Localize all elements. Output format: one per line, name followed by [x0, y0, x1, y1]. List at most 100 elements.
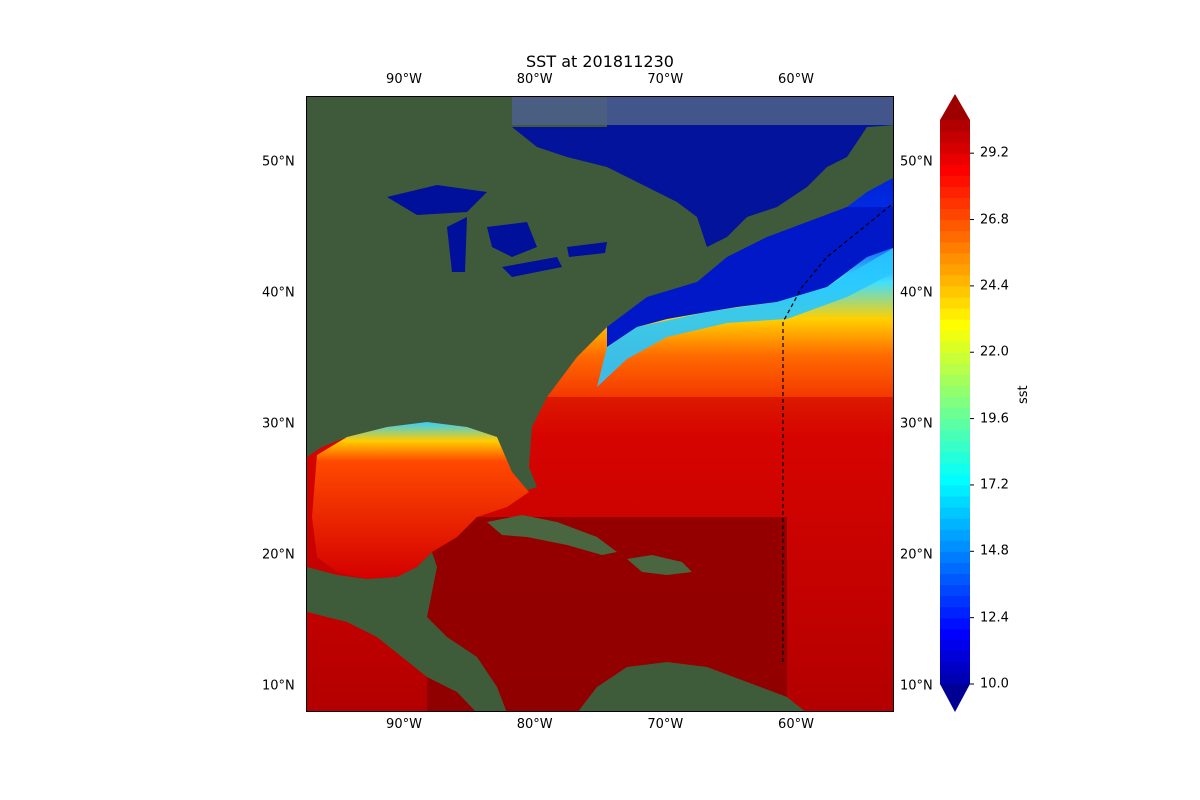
colorbar-segment — [940, 407, 970, 420]
colorbar-segment — [940, 285, 970, 298]
colorbar-segment — [940, 573, 970, 586]
colorbar-segment — [940, 153, 970, 165]
colorbar-segment — [940, 274, 970, 287]
lon-label-top: 90°W — [386, 72, 422, 87]
st-lawrence-region-water — [512, 97, 893, 247]
colorbar-segment — [940, 341, 970, 353]
colorbar-segment — [940, 418, 970, 431]
colorbar-segment — [940, 462, 970, 475]
map-title: SST at 201811230 — [526, 52, 674, 71]
colorbar-segment — [940, 496, 970, 508]
colorbar-segment — [940, 617, 970, 630]
colorbar-segment — [940, 429, 970, 442]
colorbar-tick-label: 12.4 — [980, 610, 1009, 626]
lake-erie — [502, 257, 562, 277]
colorbar-segment — [940, 551, 970, 563]
lat-label-left: 50°N — [262, 154, 295, 170]
colorbar-top-extend-arrow — [940, 94, 970, 120]
lon-label-top: 80°W — [516, 72, 553, 87]
colorbar-segment — [940, 451, 970, 464]
colorbar-segment — [940, 628, 970, 641]
colorbar-segment — [940, 208, 970, 221]
colorbar-segment — [940, 241, 970, 254]
colorbar-segment — [940, 175, 970, 187]
colorbar-tick-label: 24.4 — [980, 278, 1009, 294]
colorbar-segments — [940, 120, 970, 685]
colorbar-tick-label: 29.2 — [980, 145, 1009, 161]
colorbar-segment — [940, 661, 970, 674]
colorbar-segment — [940, 186, 970, 199]
colorbar-tick-label: 10.0 — [980, 676, 1009, 692]
colorbar-segment — [940, 352, 970, 364]
hispaniola-land — [627, 555, 692, 575]
dashed-boundary-line — [782, 202, 893, 662]
colorbar-segment — [940, 142, 970, 154]
colorbar-segment — [940, 131, 970, 143]
colorbar-segment — [940, 562, 970, 575]
lon-label-top: 60°W — [778, 72, 814, 87]
lon-label-bottom: 90°W — [386, 717, 422, 732]
colorbar-segment — [940, 385, 970, 398]
colorbar-segment — [940, 197, 970, 210]
lat-label-left: 40°N — [262, 285, 295, 301]
colorbar-segment — [940, 639, 970, 652]
sst-map — [307, 97, 893, 711]
colorbar-segment — [940, 164, 970, 176]
lat-label-left: 20°N — [262, 547, 295, 563]
lon-label-bottom: 80°W — [516, 717, 553, 732]
colorbar-segment — [940, 606, 970, 619]
colorbar-bottom-extend-arrow — [940, 684, 970, 712]
lat-label-right: 40°N — [900, 285, 933, 301]
colorbar-segment — [940, 308, 970, 320]
map-panel — [306, 96, 894, 712]
colorbar-segment — [940, 363, 970, 375]
colorbar-segment — [940, 484, 970, 497]
top-imagery-strip — [512, 97, 893, 125]
lake-superior — [387, 185, 487, 215]
colorbar-ticks — [970, 152, 974, 685]
south-america-land — [578, 662, 805, 711]
colorbar-tick-label: 19.6 — [980, 411, 1009, 427]
lon-label-top: 70°W — [647, 72, 684, 87]
lat-label-left: 30°N — [262, 416, 295, 432]
cuba-land — [487, 515, 617, 555]
colorbar-segment — [940, 120, 970, 132]
colorbar — [940, 94, 974, 712]
gulf-of-mexico — [312, 422, 529, 579]
colorbar-segment — [940, 584, 970, 597]
lake-ontario — [567, 242, 607, 257]
colorbar-segment — [940, 263, 970, 276]
colorbar-segment — [940, 540, 970, 552]
colorbar-segment — [940, 507, 970, 519]
central-america-land — [307, 552, 507, 711]
colorbar-segment — [940, 219, 970, 232]
colorbar-segment — [940, 650, 970, 663]
colorbar-segment — [940, 529, 970, 541]
lat-label-right: 30°N — [900, 416, 933, 432]
lake-huron — [487, 222, 537, 257]
colorbar-segment — [940, 396, 970, 409]
colorbar-segment — [940, 518, 970, 530]
colorbar-segment — [940, 672, 970, 685]
lat-label-left: 10°N — [262, 678, 295, 694]
colorbar-segment — [940, 595, 970, 608]
colorbar-segment — [940, 473, 970, 486]
colorbar-segment — [940, 230, 970, 243]
colorbar-segment — [940, 330, 970, 342]
lat-label-right: 50°N — [900, 154, 933, 170]
shelf-water — [597, 248, 893, 387]
colorbar-label: sst — [1016, 385, 1031, 404]
lon-label-bottom: 70°W — [647, 717, 684, 732]
colorbar-segment — [940, 319, 970, 331]
colorbar-tick-label: 22.0 — [980, 344, 1009, 360]
colorbar-tick-label: 17.2 — [980, 477, 1009, 493]
colorbar-tick-label: 14.8 — [980, 543, 1009, 559]
colorbar-segment — [940, 296, 970, 309]
colorbar-segment — [940, 440, 970, 453]
colorbar-tick-label: 26.8 — [980, 212, 1009, 228]
lon-label-bottom: 60°W — [778, 717, 814, 732]
colorbar-segment — [940, 374, 970, 387]
lake-michigan — [447, 217, 467, 272]
lat-label-right: 10°N — [900, 678, 933, 694]
lat-label-right: 20°N — [900, 547, 933, 563]
